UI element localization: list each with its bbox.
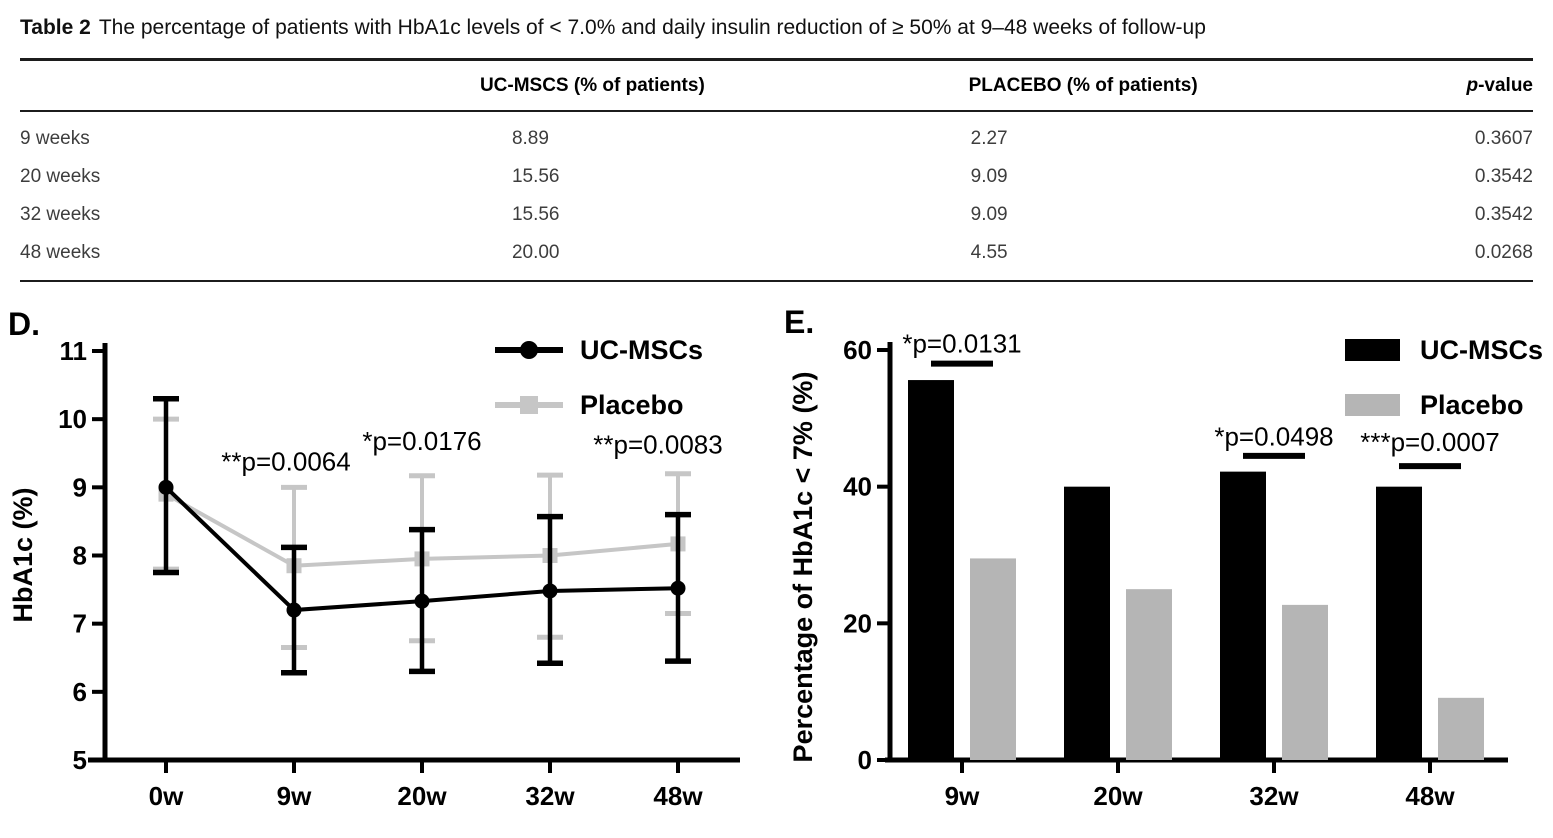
data-point-marker xyxy=(670,580,686,596)
legend-marker xyxy=(520,396,538,414)
y-tick-label: 6 xyxy=(73,677,87,707)
p-value: 0.0268 xyxy=(1474,242,1533,264)
placebo-value: 9.09 xyxy=(970,166,1008,188)
placebo-value: 9.09 xyxy=(970,204,1008,226)
p-value-annotation: ***p=0.0007 xyxy=(1360,427,1500,457)
y-tick-label: 40 xyxy=(843,472,872,502)
bar-placebo xyxy=(1126,589,1172,760)
bar-uc-mscs xyxy=(1220,471,1266,760)
table-title-text: The percentage of patients with HbA1c le… xyxy=(98,16,1206,39)
data-point-marker xyxy=(286,602,302,618)
y-tick-label: 0 xyxy=(858,745,872,775)
y-tick-label: 60 xyxy=(843,335,872,365)
legend: UC-MSCs Placebo xyxy=(495,335,703,420)
data-point-marker xyxy=(158,479,174,495)
bar-chart-panel-e: 0 20 40 60 9w 20w 32w 48w Percentage of HbA1c < … xyxy=(770,295,1553,833)
table-row: 48 weeks 20.00 4.55 0.0268 xyxy=(20,234,1533,281)
row-label: 20 weeks xyxy=(20,166,101,188)
data-point-marker xyxy=(542,583,558,599)
x-tick-label: 32w xyxy=(1249,781,1299,811)
y-tick-label: 20 xyxy=(843,608,872,638)
p-value-annotation: *p=0.0176 xyxy=(362,426,481,456)
header-ucmscs: UC-MSCS (% of patients) xyxy=(479,75,705,97)
placebo-value: 2.27 xyxy=(970,128,1008,150)
x-tick-label: 20w xyxy=(397,781,447,811)
y-tick-label: 11 xyxy=(60,336,88,366)
placebo-value: 4.55 xyxy=(970,242,1008,264)
bar-uc-mscs xyxy=(1064,486,1110,760)
y-axis-label: HbA1c (%) xyxy=(8,487,38,622)
x-tick-label: 0w xyxy=(149,781,184,811)
bar-placebo xyxy=(970,558,1016,760)
legend-swatch xyxy=(1345,394,1400,416)
table-header-row: UC-MSCS (% of patients) PLACEBO (% of pa… xyxy=(20,60,1533,112)
table-row: 9 weeks 8.89 2.27 0.3607 xyxy=(20,111,1533,158)
legend: UC-MSCs Placebo xyxy=(1345,335,1543,420)
x-tick-label: 9w xyxy=(277,781,312,811)
panel-label: D. xyxy=(8,306,40,342)
hba1c-under7-bar-chart: 0 20 40 60 9w 20w 32w 48w Percentage of HbA1c < … xyxy=(784,304,1543,811)
header-pvalue: p-value xyxy=(1466,75,1533,97)
table-title-number: Table 2 xyxy=(20,16,91,39)
legend-swatch xyxy=(1345,339,1400,361)
ucmscs-value: 20.00 xyxy=(511,242,560,264)
p-value: 0.3542 xyxy=(1474,166,1533,188)
placebo-bars xyxy=(970,558,1484,760)
p-value-annotation: *p=0.0131 xyxy=(902,329,1021,359)
bar-placebo xyxy=(1282,604,1328,760)
x-tick-label: 9w xyxy=(945,781,980,811)
p-value-annotation: **p=0.0064 xyxy=(221,446,350,476)
y-tick-label: 8 xyxy=(73,541,87,571)
table-title: Table 2 The percentage of patients with H… xyxy=(20,14,1533,41)
data-point-marker xyxy=(414,593,430,609)
legend-label: UC-MSCs xyxy=(1420,335,1543,365)
legend-marker xyxy=(520,341,538,359)
x-tick-label: 20w xyxy=(1093,781,1143,811)
ucmscs-value: 15.56 xyxy=(511,166,560,188)
legend-label: UC-MSCs xyxy=(580,335,703,365)
y-tick-label: 7 xyxy=(73,609,87,639)
x-tick-label: 48w xyxy=(1405,781,1455,811)
p-value-annotation: *p=0.0498 xyxy=(1214,422,1333,452)
bar-uc-mscs xyxy=(908,380,954,760)
table-row: 32 weeks 15.56 9.09 0.3542 xyxy=(20,196,1533,234)
legend-label: Placebo xyxy=(580,390,684,420)
results-table: UC-MSCS (% of patients) PLACEBO (% of pa… xyxy=(20,58,1533,283)
uc-mscs-bars xyxy=(908,380,1422,760)
p-value: 0.3542 xyxy=(1474,204,1533,226)
line-chart-panel-d: 5 6 7 8 9 10 11 0w 9w 20w 32w 48w HbA1c (%) D. **p=0.0… xyxy=(0,295,765,833)
header-empty xyxy=(20,60,480,112)
panel-label: E. xyxy=(784,304,814,340)
x-tick-label: 48w xyxy=(653,781,703,811)
x-tick-label: 32w xyxy=(525,781,575,811)
y-tick-label: 10 xyxy=(58,404,87,434)
y-tick-label: 9 xyxy=(73,472,87,502)
p-value: 0.3607 xyxy=(1474,128,1533,150)
hba1c-line-chart: 5 6 7 8 9 10 11 0w 9w 20w 32w 48w HbA1c (%) D. **p=0.0… xyxy=(8,306,740,811)
row-label: 48 weeks xyxy=(20,242,101,264)
y-axis-label: Percentage of HbA1c < 7% (%) xyxy=(788,372,818,763)
row-label: 32 weeks xyxy=(20,204,101,226)
p-value-annotation: **p=0.0083 xyxy=(593,429,722,459)
bar-placebo xyxy=(1438,697,1484,760)
table-2-section: Table 2 The percentage of patients with H… xyxy=(20,14,1533,283)
ucmscs-value: 8.89 xyxy=(511,128,549,150)
bar-uc-mscs xyxy=(1376,486,1422,760)
legend-label: Placebo xyxy=(1420,390,1524,420)
ucmscs-value: 15.56 xyxy=(511,204,560,226)
header-placebo: PLACEBO (% of patients) xyxy=(968,75,1198,97)
row-label: 9 weeks xyxy=(20,128,90,150)
uc-mscs-series xyxy=(153,395,691,676)
table-row: 20 weeks 15.56 9.09 0.3542 xyxy=(20,158,1533,196)
y-tick-label: 5 xyxy=(73,745,87,775)
